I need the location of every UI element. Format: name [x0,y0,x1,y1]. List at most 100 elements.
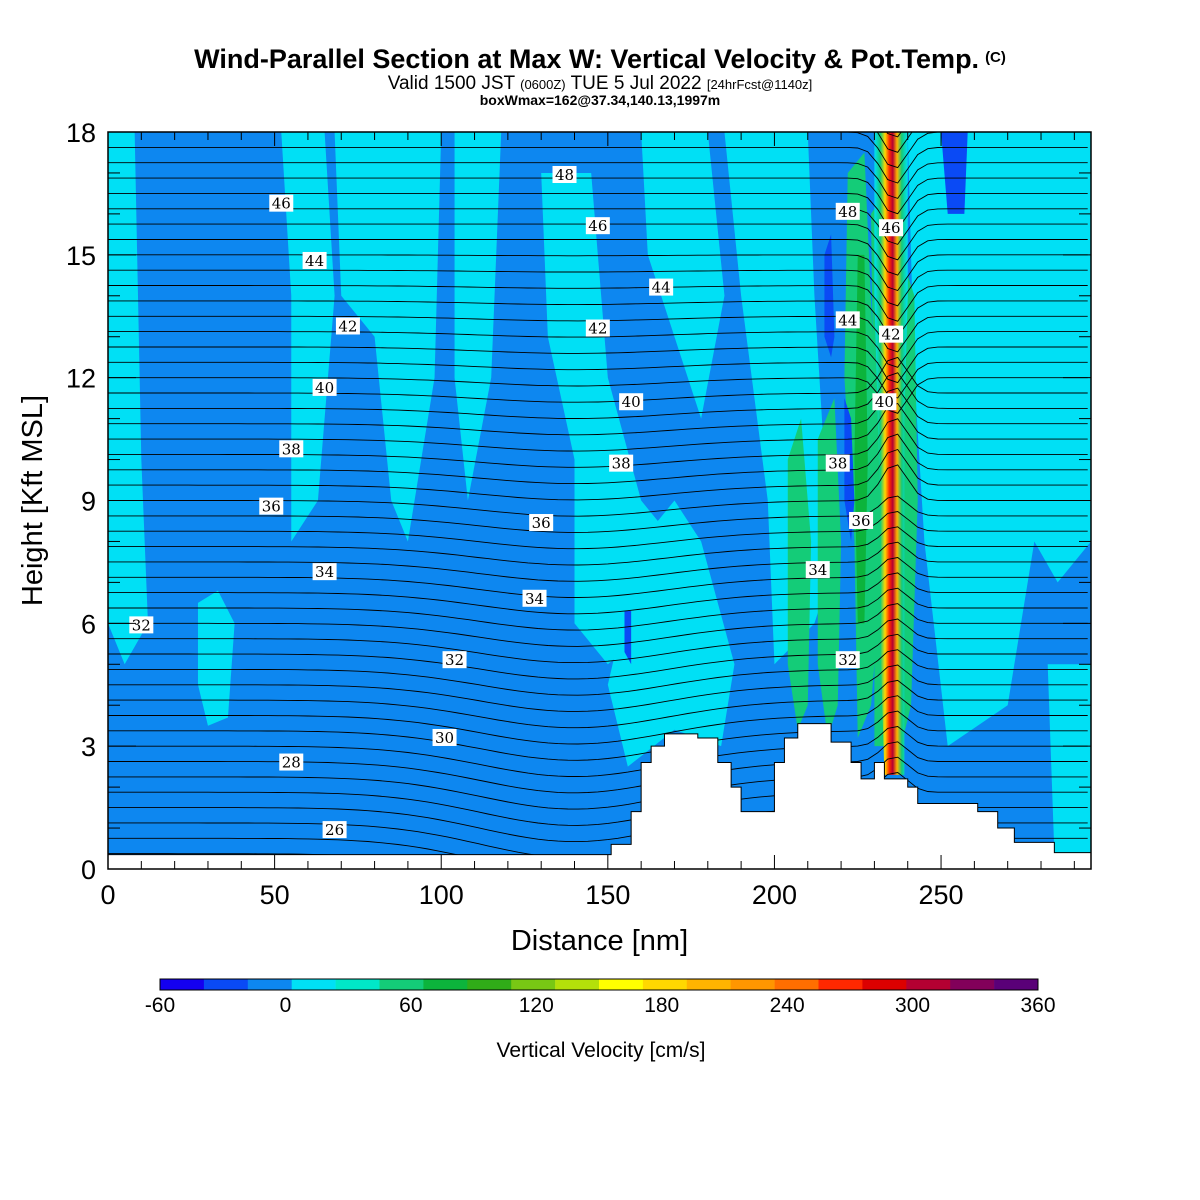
terrain [108,723,1091,869]
contour-label-text: 34 [315,563,334,581]
contour-label: 32 [442,651,467,669]
isentrope-line [108,433,1088,485]
colorbar: -60 0 60 120 180 240 300 360 Vertical Velocity [… [145,978,1056,1062]
contour-labels: 26 28 30 32 32 32 34 34 34 36 36 36 38 38 38 40 40 40 42 42… [129,165,904,839]
isentrope-line [108,587,1088,631]
contour-label-box [585,319,610,337]
isentrope-line [108,541,1088,582]
isentrope-line [108,495,1088,533]
copyright-mark: (C) [985,49,1006,66]
contour-label: 40 [872,393,897,411]
colorbar-swatch [730,979,775,990]
x-tick-label: 0 [100,880,115,910]
y-tick-label: 15 [66,241,96,271]
contour-label: 34 [522,589,547,608]
colorbar-swatch [247,979,292,990]
contour-label-text: 42 [338,317,357,335]
field-region [334,132,442,542]
terrain-fill [108,723,1091,869]
contour-label-text: 36 [262,498,281,516]
contour-label: 34 [312,563,337,581]
x-axis-label: Distance [nm] [511,925,688,957]
contour-label: 32 [835,651,860,669]
x-tick-label: 250 [919,880,964,910]
colorbar-swatch [599,979,644,990]
colorbar-swatch [511,979,556,990]
isentrope-line [108,679,1088,729]
contour-label-box [552,165,577,183]
colorbar-tick-label: 360 [1020,994,1055,1017]
contour-label-text: 38 [282,440,301,458]
colorbar-swatch [467,979,512,990]
isentrope-line [108,361,1088,399]
contour-label: 30 [432,728,457,747]
contour-label-text: 40 [622,393,641,411]
colorbar-swatch [862,979,907,990]
field-region [1007,295,1091,542]
contour-label-box [872,393,897,411]
chart-subtitle: Valid 1500 JST (0600Z) TUE 5 Jul 2022 [2… [387,73,813,94]
colorbar-swatch [994,979,1039,990]
contour-label: 46 [879,219,904,237]
x-tick-label: 150 [585,880,630,910]
contour-label-text: 34 [808,561,827,579]
contour-label-box [335,317,360,335]
isentrope-line [108,132,1088,169]
isentrope-line [108,254,1088,292]
colorbar-swatch [950,979,995,990]
contour-label: 44 [302,251,327,270]
terrain-outline [108,723,1091,856]
contour-label-box [312,563,337,581]
isentrope-line [108,603,1088,647]
contour-label-box [805,561,830,579]
colorbar-swatch [686,979,731,990]
colorbar-swatch [423,979,468,990]
contour-label-box [835,651,860,669]
isentrope-line [108,772,1088,826]
isentrope-line [108,710,1088,761]
isentrope-line [108,300,1088,338]
contour-label-text: 32 [132,616,151,634]
contour-label: 38 [609,454,634,473]
contour-label: 38 [279,440,304,458]
contour-label-text: 32 [445,651,464,669]
isentrope-line [108,572,1088,615]
contour-label-box [302,251,327,269]
contour-label-box [609,454,634,472]
isentrope-line [108,418,1088,468]
contour-label: 36 [849,511,874,530]
contour-label-text: 44 [838,311,857,329]
y-tick-label: 3 [81,732,96,762]
contour-label-text: 26 [325,821,344,839]
isentrope-line [108,356,1088,403]
isentrope-line [108,756,1088,810]
contour-label-text: 36 [532,514,551,532]
field-region [197,590,235,726]
potential-temperature-contours [108,132,1088,869]
contour-label-box [432,728,457,746]
contour-label-text: 36 [852,512,871,530]
contour-label: 44 [835,311,860,329]
colorbar-tick-label: 300 [895,994,930,1017]
isentrope-line [108,633,1088,680]
isentrope-line [108,162,1088,199]
contour-label-text: 38 [828,455,847,473]
field-region [824,234,835,358]
colorbar-swatch [818,979,863,990]
contour-label: 36 [529,514,554,532]
contour-label-text: 42 [588,320,607,338]
contour-label-box [279,753,304,771]
contour-label-box [879,325,904,343]
contour-label: 42 [335,317,360,335]
field-region [641,132,725,419]
contour-label: 34 [805,561,830,579]
contour-label-box [835,202,860,220]
contour-label-text: 48 [555,166,574,184]
contour-label-text: 32 [838,651,857,669]
colorbar-tick-label: 120 [519,994,554,1017]
isentrope-line [108,192,1088,230]
contour-label-text: 40 [875,393,894,411]
contour-label-text: 46 [272,195,291,213]
isentrope-line [108,511,1088,550]
contour-label: 40 [619,393,644,411]
